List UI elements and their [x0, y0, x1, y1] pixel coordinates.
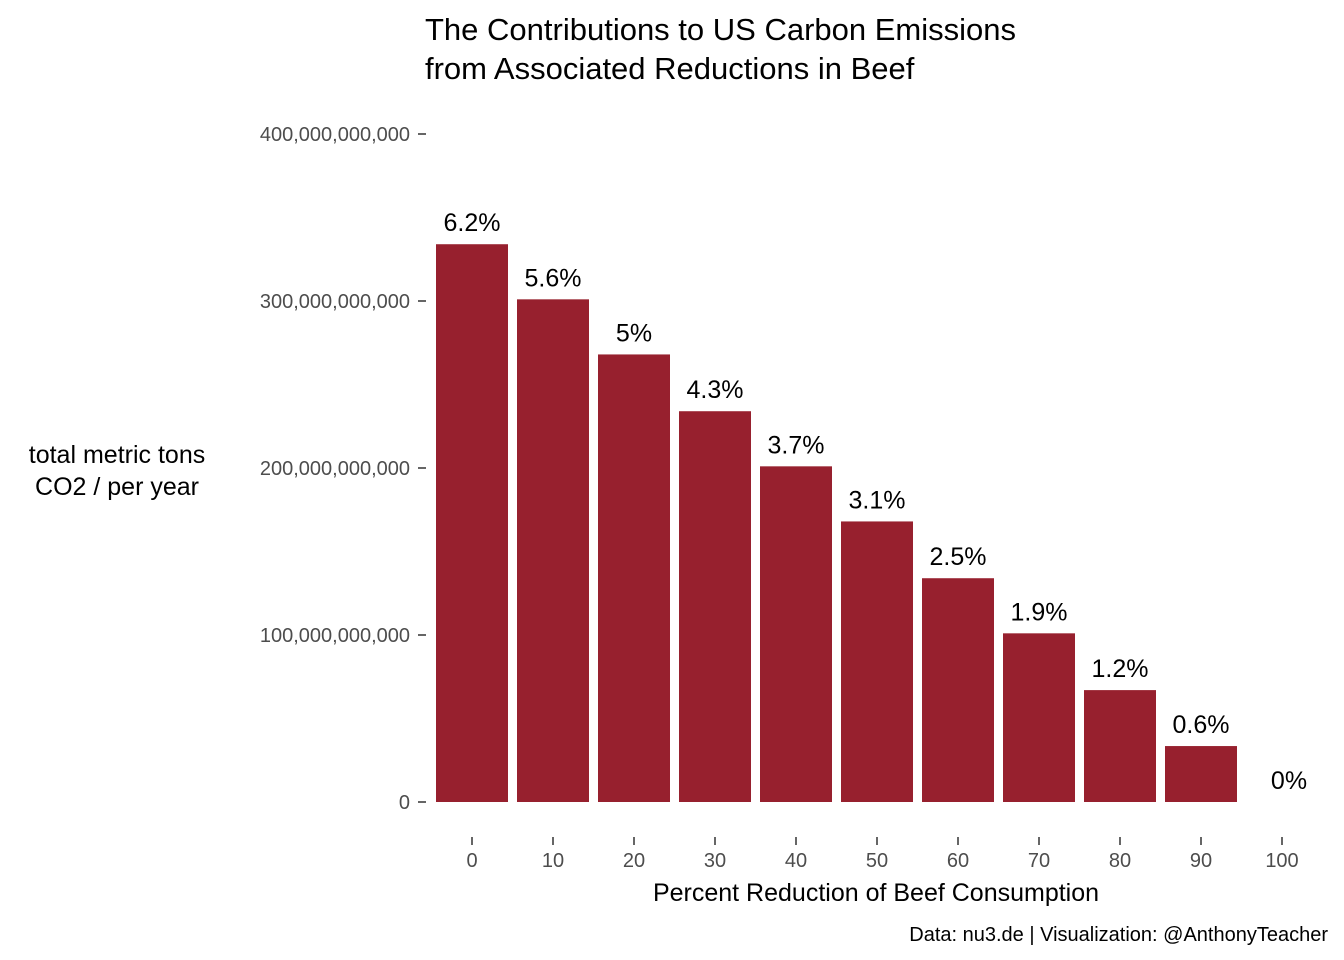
y-axis-title-line-1: total metric tons [29, 441, 205, 469]
x-tick-label: 0 [466, 850, 477, 872]
bar [841, 521, 913, 802]
x-axis-title: Percent Reduction of Beef Consumption [653, 879, 1099, 907]
bar [436, 244, 508, 803]
chart-title-line-2: from Associated Reductions in Beef [425, 51, 915, 86]
chart-title-line-1: The Contributions to US Carbon Emissions [425, 12, 1016, 47]
x-tick-label: 70 [1028, 850, 1050, 872]
data-label: 5% [616, 319, 652, 347]
data-label: 0.6% [1173, 711, 1230, 739]
y-tick-label: 100,000,000,000 [260, 625, 410, 647]
data-label: 3.1% [849, 486, 906, 514]
data-label: 3.7% [768, 431, 825, 459]
bar [517, 299, 589, 802]
data-label: 6.2% [444, 209, 501, 237]
x-axis: 0 10 20 30 40 50 60 70 80 90 100 [466, 837, 1299, 872]
x-tick-label: 10 [542, 850, 564, 872]
x-tick-label: 20 [623, 850, 645, 872]
bar [679, 411, 751, 802]
x-tick-label: 90 [1190, 850, 1212, 872]
data-label: 5.6% [525, 264, 582, 292]
data-label: 1.2% [1092, 655, 1149, 683]
y-axis: 0 100,000,000,000 200,000,000,000 300,000,0… [260, 124, 426, 814]
y-axis-title: total metric tons CO2 / per year [29, 441, 205, 501]
y-axis-title-line-2: CO2 / per year [35, 473, 199, 501]
x-tick-label: 30 [704, 850, 726, 872]
bar [1165, 746, 1237, 802]
bar [1003, 633, 1075, 802]
x-tick-label: 100 [1265, 850, 1298, 872]
x-tick-label: 80 [1109, 850, 1131, 872]
bar-series [436, 244, 1237, 803]
chart-caption: Data: nu3.de | Visualization: @AnthonyTe… [909, 924, 1328, 946]
data-label: 1.9% [1011, 598, 1068, 626]
x-tick-label: 60 [947, 850, 969, 872]
bar [1084, 690, 1156, 802]
data-label: 0% [1271, 767, 1307, 795]
x-tick-label: 50 [866, 850, 888, 872]
bar [922, 578, 994, 802]
bar [598, 354, 670, 802]
chart-title: The Contributions to US Carbon Emissions… [425, 12, 1016, 86]
bar [760, 466, 832, 802]
y-tick-label: 0 [399, 792, 410, 814]
y-tick-label: 200,000,000,000 [260, 458, 410, 480]
data-label: 4.3% [687, 376, 744, 404]
data-label-group: 6.2% 5.6% 5% 4.3% 3.7% 3.1% 2.5% 1.9% 1.2% 0.6% 0% [444, 209, 1308, 795]
y-tick-label: 300,000,000,000 [260, 291, 410, 313]
x-tick-label: 40 [785, 850, 807, 872]
data-label: 2.5% [930, 543, 987, 571]
y-tick-label: 400,000,000,000 [260, 124, 410, 146]
